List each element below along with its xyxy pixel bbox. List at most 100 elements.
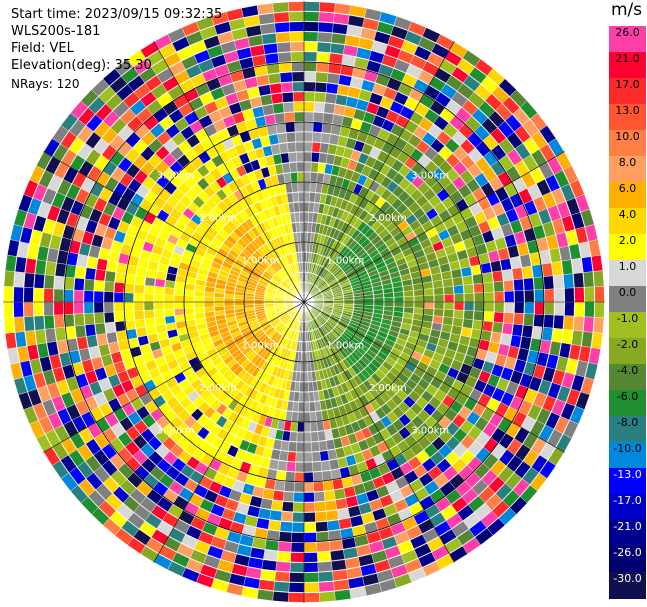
velocity-gate	[336, 507, 351, 520]
velocity-gate	[319, 1, 336, 13]
velocity-gate	[116, 330, 128, 342]
velocity-gate	[301, 262, 305, 273]
velocity-gate	[94, 268, 106, 282]
elevation: Elevation(deg): 35.30	[11, 58, 152, 73]
velocity-gate	[345, 495, 359, 508]
velocity-gate	[344, 556, 361, 570]
velocity-gate	[84, 323, 97, 337]
velocity-gate	[423, 288, 434, 296]
velocity-gate	[286, 132, 296, 143]
velocity-gate	[261, 559, 277, 571]
velocity-gate	[373, 297, 384, 303]
velocity-gate	[73, 289, 84, 303]
velocity-gate	[474, 301, 485, 312]
velocity-gate	[310, 162, 319, 173]
velocity-gate	[303, 532, 317, 543]
velocity-gate	[255, 517, 270, 530]
velocity-gate	[453, 309, 464, 319]
velocity-gate	[317, 430, 327, 442]
velocity-gate	[96, 333, 108, 346]
velocity-gate	[204, 296, 214, 303]
velocity-gate	[299, 222, 305, 233]
velocity-gate	[73, 277, 85, 291]
velocity-gate	[561, 259, 573, 275]
velocity-gate	[373, 301, 384, 307]
velocity-gate	[308, 381, 314, 392]
velocity-gate	[303, 212, 309, 222]
colorbar-level: 0.0	[609, 286, 646, 313]
velocity-gate	[558, 245, 572, 262]
velocity-gate	[274, 112, 286, 124]
velocity-gate	[94, 312, 105, 325]
velocity-gate	[274, 571, 290, 583]
velocity-gate	[234, 301, 245, 306]
velocity-gate	[98, 343, 111, 357]
colorbar: 26.0 21.0 17.0 13.0 10.0 8.0 6.0 4.0 2.0 1.0 0.0 -1…	[609, 26, 646, 599]
velocity-gate	[583, 316, 595, 333]
colorbar-level: 13.0	[609, 104, 646, 131]
velocity-gate	[270, 92, 284, 104]
velocity-gate	[262, 104, 275, 116]
velocity-gate	[341, 537, 357, 550]
velocity-gate	[53, 301, 64, 316]
velocity-gate	[363, 301, 374, 306]
velocity-gate	[303, 482, 315, 493]
velocity-gate	[303, 371, 309, 382]
scan-info: Start time: 2023/09/15 09:32:35 WLS200s-…	[11, 6, 222, 93]
velocity-gate	[300, 361, 305, 372]
velocity-gate	[313, 481, 325, 492]
velocity-gate	[15, 331, 27, 348]
velocity-gate	[292, 192, 299, 203]
velocity-gate	[303, 472, 314, 483]
velocity-gate	[519, 253, 532, 268]
velocity-gate	[255, 74, 270, 87]
velocity-gate	[94, 322, 106, 336]
velocity-gate	[288, 152, 297, 163]
velocity-gate	[444, 301, 455, 310]
velocity-gate	[303, 202, 310, 212]
velocity-gate	[584, 301, 595, 318]
velocity-gate	[326, 519, 341, 532]
velocity-gate	[325, 509, 339, 522]
velocity-gate	[343, 299, 354, 303]
velocity-gate	[313, 112, 325, 123]
velocity-gate	[413, 289, 424, 297]
velocity-gate	[303, 542, 318, 553]
range-label: 2.00km	[369, 383, 407, 394]
velocity-gate	[247, 34, 264, 48]
velocity-gate	[93, 301, 104, 314]
velocity-gate	[287, 451, 297, 462]
velocity-gate	[513, 312, 524, 326]
velocity-gate	[224, 305, 235, 311]
velocity-gate	[325, 82, 339, 95]
velocity-gate	[285, 182, 293, 194]
colorbar-level: 1.0	[609, 260, 646, 287]
velocity-gate	[553, 274, 565, 290]
velocity-gate	[154, 309, 165, 318]
velocity-gate	[298, 392, 305, 402]
velocity-gate	[293, 202, 300, 213]
velocity-gate	[54, 262, 67, 277]
velocity-gate	[539, 249, 552, 265]
velocity-gate	[45, 328, 57, 343]
velocity-gate	[311, 152, 320, 163]
velocity-gate	[303, 161, 312, 172]
velocity-gate	[279, 521, 293, 533]
velocity-gate	[316, 420, 325, 432]
velocity-gate	[511, 323, 524, 337]
velocity-gate	[303, 81, 316, 92]
colorbar-level: 6.0	[609, 182, 646, 209]
velocity-gate	[134, 318, 146, 329]
velocity-gate	[328, 458, 340, 471]
velocity-gate	[318, 581, 335, 593]
velocity-gate	[35, 259, 47, 275]
velocity-gate	[275, 561, 291, 573]
velocity-gate	[289, 21, 305, 32]
velocity-gate	[295, 452, 305, 463]
velocity-gate	[3, 286, 14, 303]
velocity-gate	[35, 329, 47, 345]
velocity-gate	[124, 310, 135, 321]
velocity-gate	[264, 52, 279, 65]
colorbar-level: -26.0	[609, 546, 646, 573]
